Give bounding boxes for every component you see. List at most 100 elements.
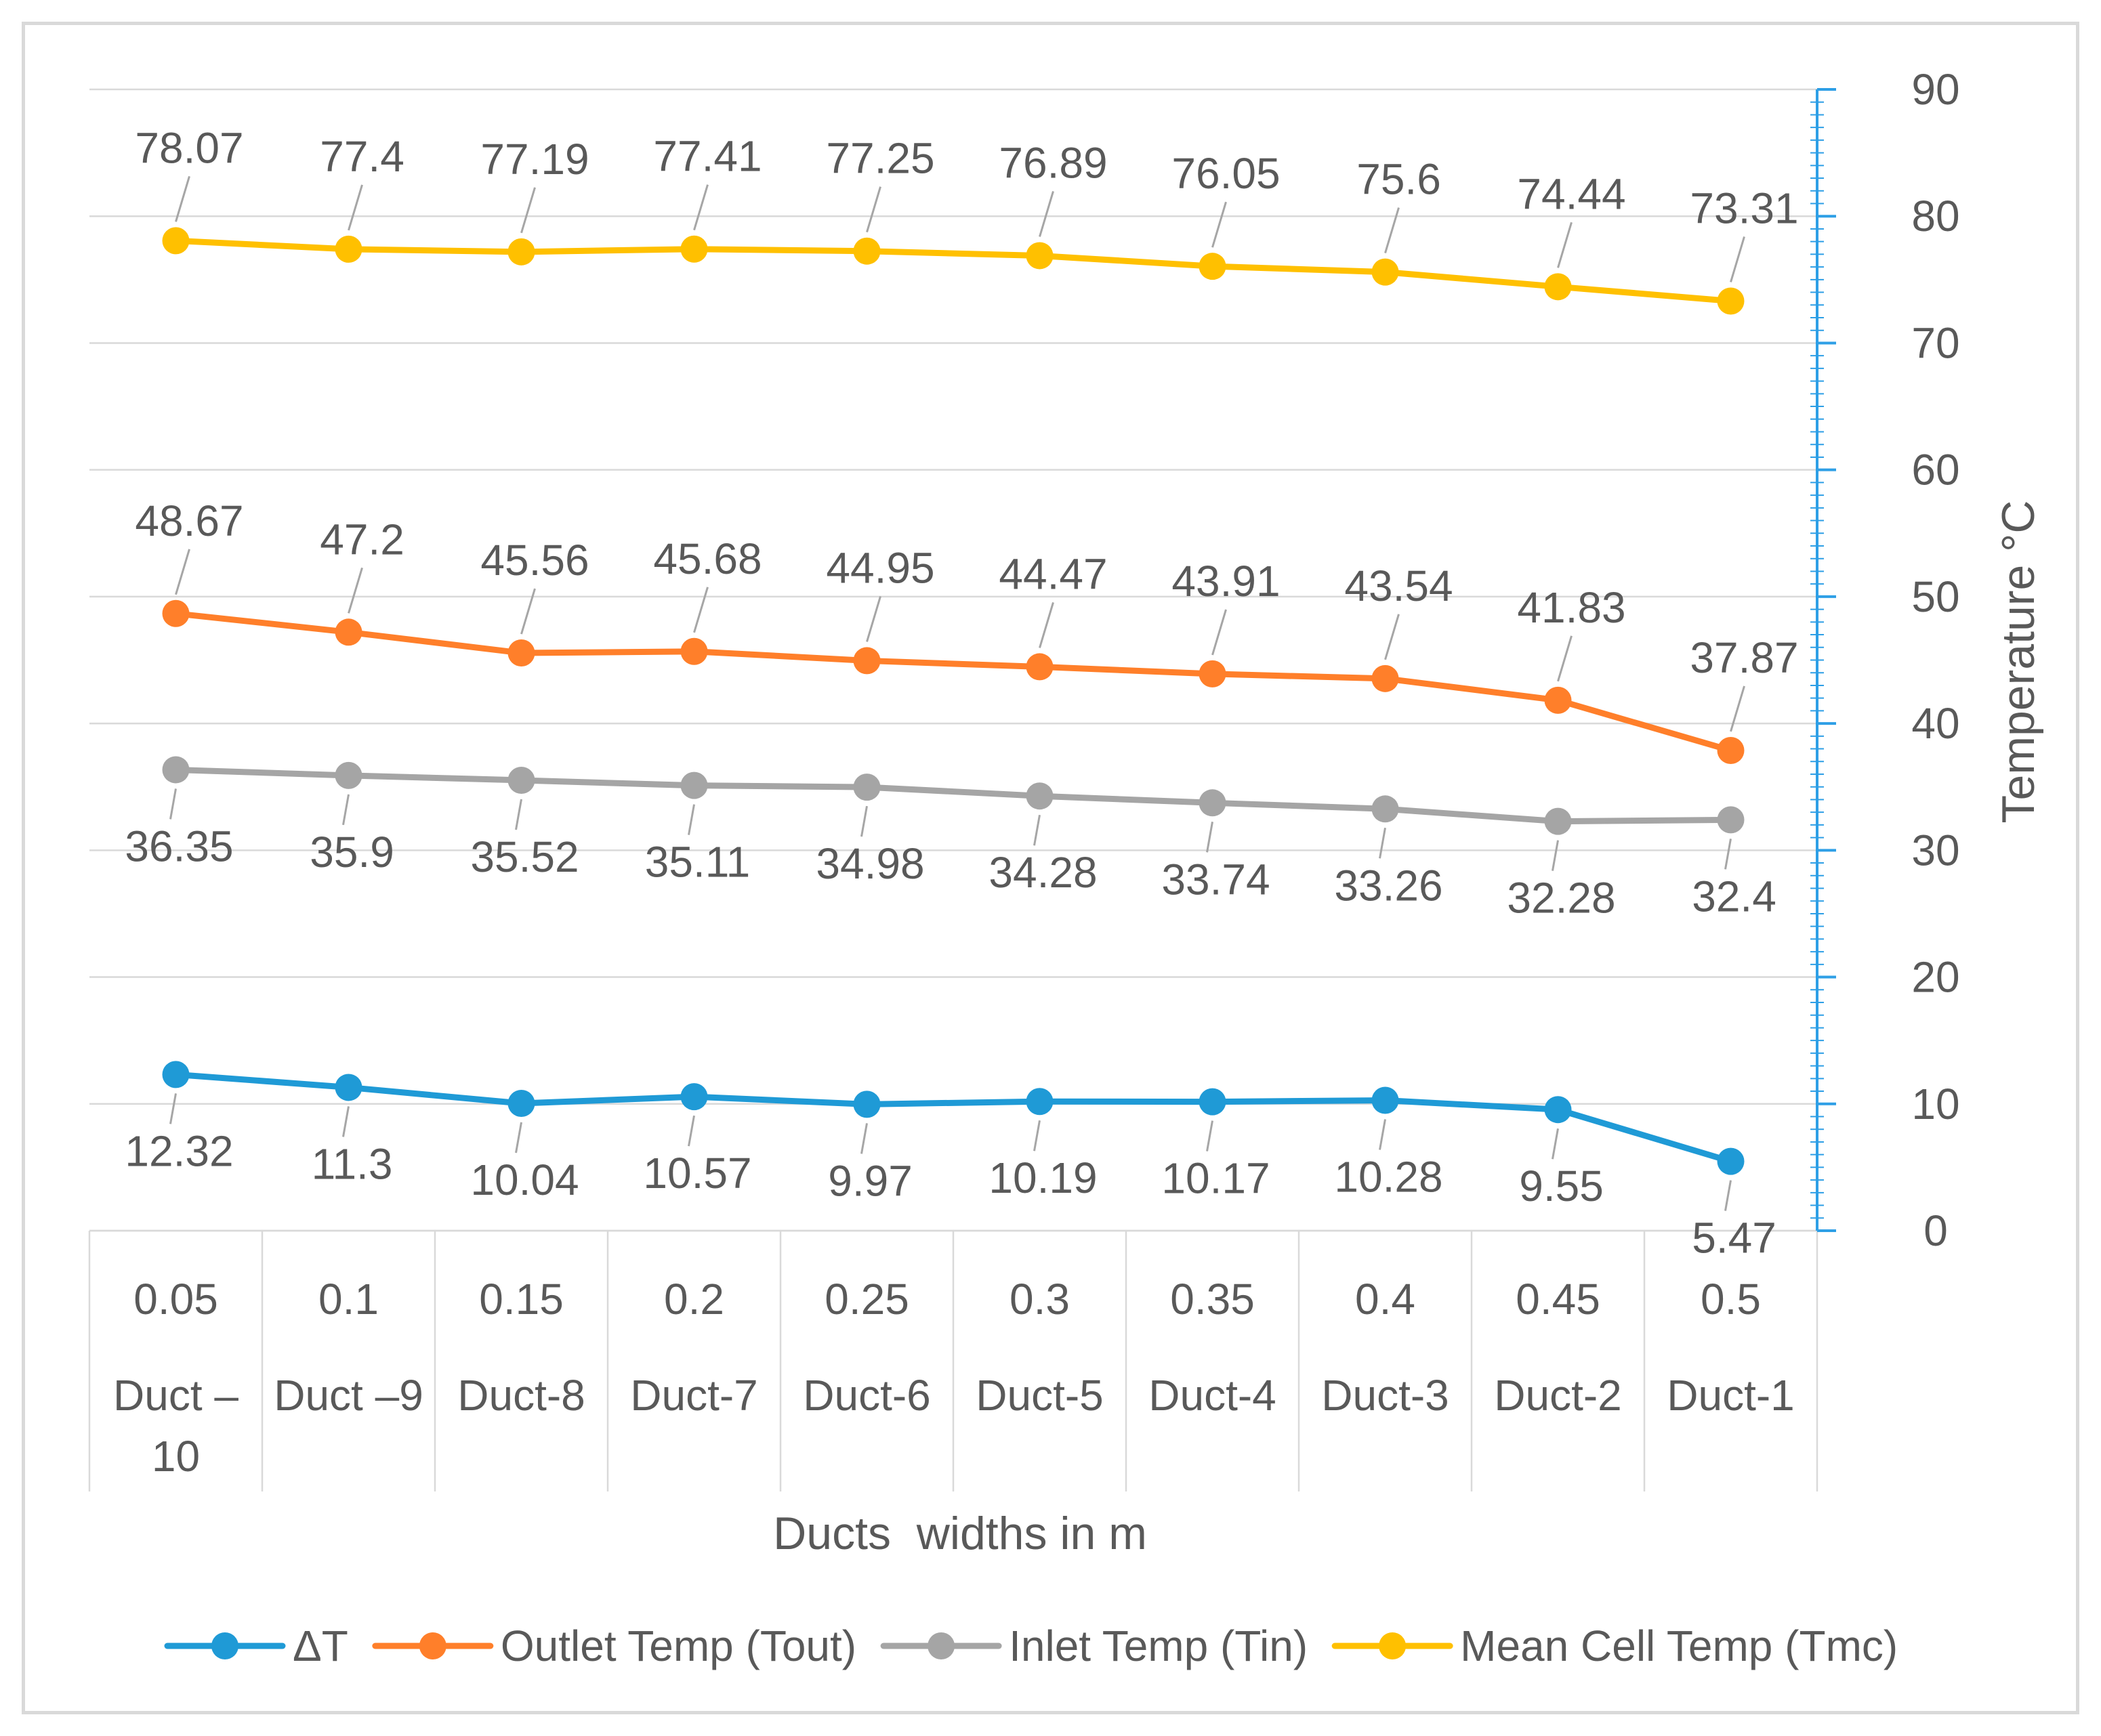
line-chart: 0.05 Duct – 10 0.1 Duct –9 0.15 Duct-8 0.2 Duct-… xyxy=(88,65,2044,1670)
legend-label: ΔT xyxy=(293,1622,348,1670)
data-label: 75.6 xyxy=(1356,155,1441,204)
data-point xyxy=(1199,1088,1226,1116)
data-label: 77.25 xyxy=(826,134,934,183)
data-point xyxy=(1199,253,1226,280)
legend-swatch-marker xyxy=(928,1632,955,1659)
legend-label: Inlet Temp (Tin) xyxy=(1009,1622,1308,1670)
data-label-leader xyxy=(169,1093,177,1124)
data-label-leader xyxy=(693,184,709,231)
legend-label: Mean Cell Temp (Tmc) xyxy=(1460,1622,1898,1670)
data-label: 32.4 xyxy=(1692,872,1776,920)
data-label: 45.68 xyxy=(653,534,762,583)
category-duct-label: Duct-6 xyxy=(803,1371,931,1420)
category-duct-label: Duct –9 xyxy=(274,1371,423,1420)
y-axis: 0 10 20 30 40 50 60 70 80 90 xyxy=(1810,65,1960,1255)
legend-label: Outlet Temp (Tout) xyxy=(501,1622,856,1670)
data-label: 45.56 xyxy=(480,536,589,585)
data-label: 10.17 xyxy=(1161,1154,1270,1203)
data-label-leader xyxy=(1379,1119,1386,1150)
y-tick-label: 60 xyxy=(1911,446,1959,494)
data-label: 9.55 xyxy=(1519,1162,1604,1210)
data-label-leader xyxy=(1552,840,1559,871)
data-label-leader xyxy=(1206,822,1213,853)
category-width-label: 0.5 xyxy=(1701,1275,1761,1324)
series-line xyxy=(173,1071,1734,1165)
data-label: 33.26 xyxy=(1334,861,1442,910)
data-point xyxy=(680,771,708,799)
category-duct-label: Duct-2 xyxy=(1494,1371,1622,1420)
data-label: 77.41 xyxy=(653,132,762,181)
category-duct-label: Duct – xyxy=(113,1371,238,1420)
data-label-leader xyxy=(1211,201,1227,248)
data-label-leader xyxy=(520,588,536,635)
data-point xyxy=(1717,287,1745,315)
data-point xyxy=(1544,686,1572,714)
chart-frame: 0.05 Duct – 10 0.1 Duct –9 0.15 Duct-8 0.2 Duct-… xyxy=(22,22,2079,1714)
category-width-label: 0.15 xyxy=(479,1275,564,1324)
category-duct-label: Duct-3 xyxy=(1321,1371,1449,1420)
data-point xyxy=(1544,1096,1572,1124)
data-label-leader xyxy=(175,175,190,222)
data-label-leader xyxy=(515,1122,522,1153)
category-duct-label: Duct-7 xyxy=(630,1371,758,1420)
data-point xyxy=(162,227,190,255)
data-point xyxy=(1371,258,1399,286)
data-label-leader xyxy=(1033,814,1041,846)
data-label: 37.87 xyxy=(1690,633,1798,682)
data-point xyxy=(162,756,190,784)
data-point xyxy=(1026,1088,1054,1116)
data-point xyxy=(1717,806,1745,834)
data-point xyxy=(335,235,362,263)
data-label: 41.83 xyxy=(1517,583,1625,632)
data-label-leader xyxy=(348,567,363,614)
data-point xyxy=(1544,807,1572,835)
data-label: 76.05 xyxy=(1171,149,1280,198)
category-width-label: 0.4 xyxy=(1355,1275,1415,1324)
data-point xyxy=(335,618,362,646)
data-label-leader xyxy=(1730,685,1745,732)
data-point xyxy=(1199,789,1226,817)
data-label-leader xyxy=(342,1106,350,1137)
data-point xyxy=(1371,664,1399,692)
data-point xyxy=(507,238,535,266)
data-point xyxy=(680,1083,708,1111)
data-label-leader xyxy=(860,805,868,837)
x-axis-title: Ducts widths in m xyxy=(773,1508,1147,1559)
data-point xyxy=(853,1091,881,1118)
category-axis: 0.05 Duct – 10 0.1 Duct –9 0.15 Duct-8 0.2 Duct-… xyxy=(88,1229,1818,1491)
data-label: 48.67 xyxy=(135,496,243,545)
data-label: 32.28 xyxy=(1507,874,1615,923)
data-label: 77.19 xyxy=(480,135,589,184)
data-label-leader xyxy=(520,187,536,234)
data-label-leader xyxy=(860,1123,868,1154)
data-point xyxy=(853,237,881,265)
gridlines xyxy=(89,88,1817,1232)
data-label: 12.32 xyxy=(125,1126,233,1175)
data-point xyxy=(1026,782,1054,810)
data-label: 36.35 xyxy=(125,822,233,870)
y-tick-label: 70 xyxy=(1911,318,1959,367)
series-group xyxy=(162,227,1745,1175)
data-label-leader xyxy=(693,587,709,633)
data-label: 73.31 xyxy=(1690,184,1798,232)
data-labels: 12.32 11.3 10.04 10.57 9.97 10.19 10.17 10.28 9.… xyxy=(125,123,1798,1262)
data-label: 35.52 xyxy=(470,832,579,881)
y-tick-label: 0 xyxy=(1923,1206,1948,1255)
data-label: 33.74 xyxy=(1161,855,1270,904)
legend-swatch-marker xyxy=(211,1632,238,1659)
category-width-label: 0.3 xyxy=(1010,1275,1070,1324)
data-label: 74.44 xyxy=(1517,169,1625,218)
data-point xyxy=(680,637,708,665)
data-label-leader xyxy=(688,804,695,835)
data-point xyxy=(507,1090,535,1118)
data-point xyxy=(853,647,881,675)
data-label: 76.89 xyxy=(999,138,1107,187)
category-duct-label: Duct-8 xyxy=(457,1371,585,1420)
category-width-label: 0.1 xyxy=(318,1275,379,1324)
data-point xyxy=(680,235,708,263)
y-axis-title: Temperature °C xyxy=(1993,501,2044,824)
data-label-leader xyxy=(348,184,363,231)
data-point xyxy=(162,1061,190,1088)
data-point xyxy=(1717,736,1745,764)
category-width-label: 0.35 xyxy=(1170,1275,1255,1324)
